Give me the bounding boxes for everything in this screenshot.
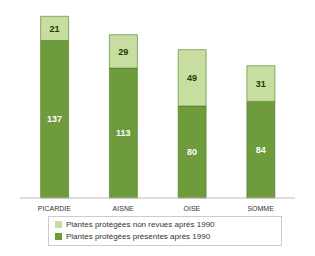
html-text:Plantes protégées non revues a: Plantes protégées non revues après 1990 <box>66 220 215 229</box>
svg-text:21: 21 <box>50 24 60 34</box>
svg-text:84: 84 <box>256 145 266 155</box>
svg-text:29: 29 <box>118 47 128 57</box>
svg-text:PICARDIE: PICARDIE <box>38 205 71 212</box>
svg-text:31: 31 <box>256 79 266 89</box>
html-text:Plantes protégées présentes ap: Plantes protégées présentes après 1990 <box>66 232 211 241</box>
svg-text:113: 113 <box>116 128 131 138</box>
svg-text:49: 49 <box>187 73 197 83</box>
svg-text:SOMME: SOMME <box>247 205 274 212</box>
svg-text:80: 80 <box>187 147 197 157</box>
svg-text:137: 137 <box>47 114 62 124</box>
svg-text:AISNE: AISNE <box>113 205 134 212</box>
svg-text:OISE: OISE <box>184 205 201 212</box>
